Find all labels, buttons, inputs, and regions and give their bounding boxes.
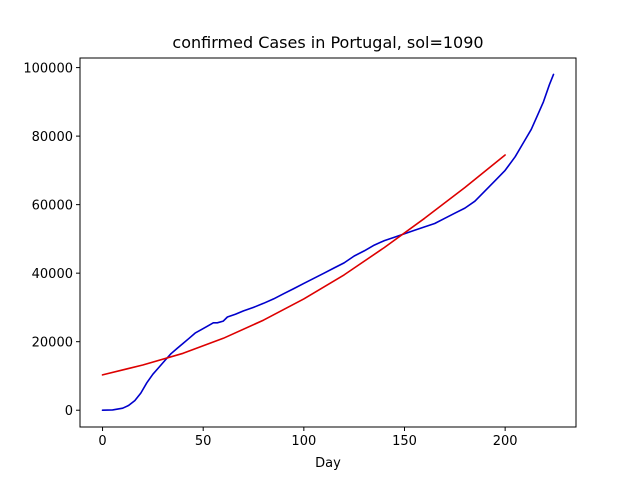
series-layer: [101, 73, 555, 412]
x-tick-label: 100: [291, 434, 316, 449]
x-tick-label: 50: [195, 434, 212, 449]
series-line-2: [101, 154, 506, 376]
y-tick-label: 100000: [23, 62, 73, 77]
y-tick-label: 20000: [32, 336, 73, 351]
chart-title: confirmed Cases in Portugal, sol=1090: [172, 33, 483, 52]
x-axis: 0 50 100 150 200: [98, 427, 518, 449]
x-axis-label: Day: [315, 456, 341, 471]
x-tick-label: 200: [493, 434, 518, 449]
y-tick-label: 0: [65, 404, 73, 419]
y-tick-label: 60000: [32, 199, 73, 214]
y-tick-label: 40000: [32, 267, 73, 282]
series-line-1: [101, 73, 555, 412]
x-tick-label: 150: [392, 434, 417, 449]
y-axis: 0 20000 40000 60000 80000 100000: [23, 62, 80, 419]
y-tick-label: 80000: [32, 130, 73, 145]
x-tick-label: 0: [98, 434, 106, 449]
plot-frame: [79, 57, 577, 428]
